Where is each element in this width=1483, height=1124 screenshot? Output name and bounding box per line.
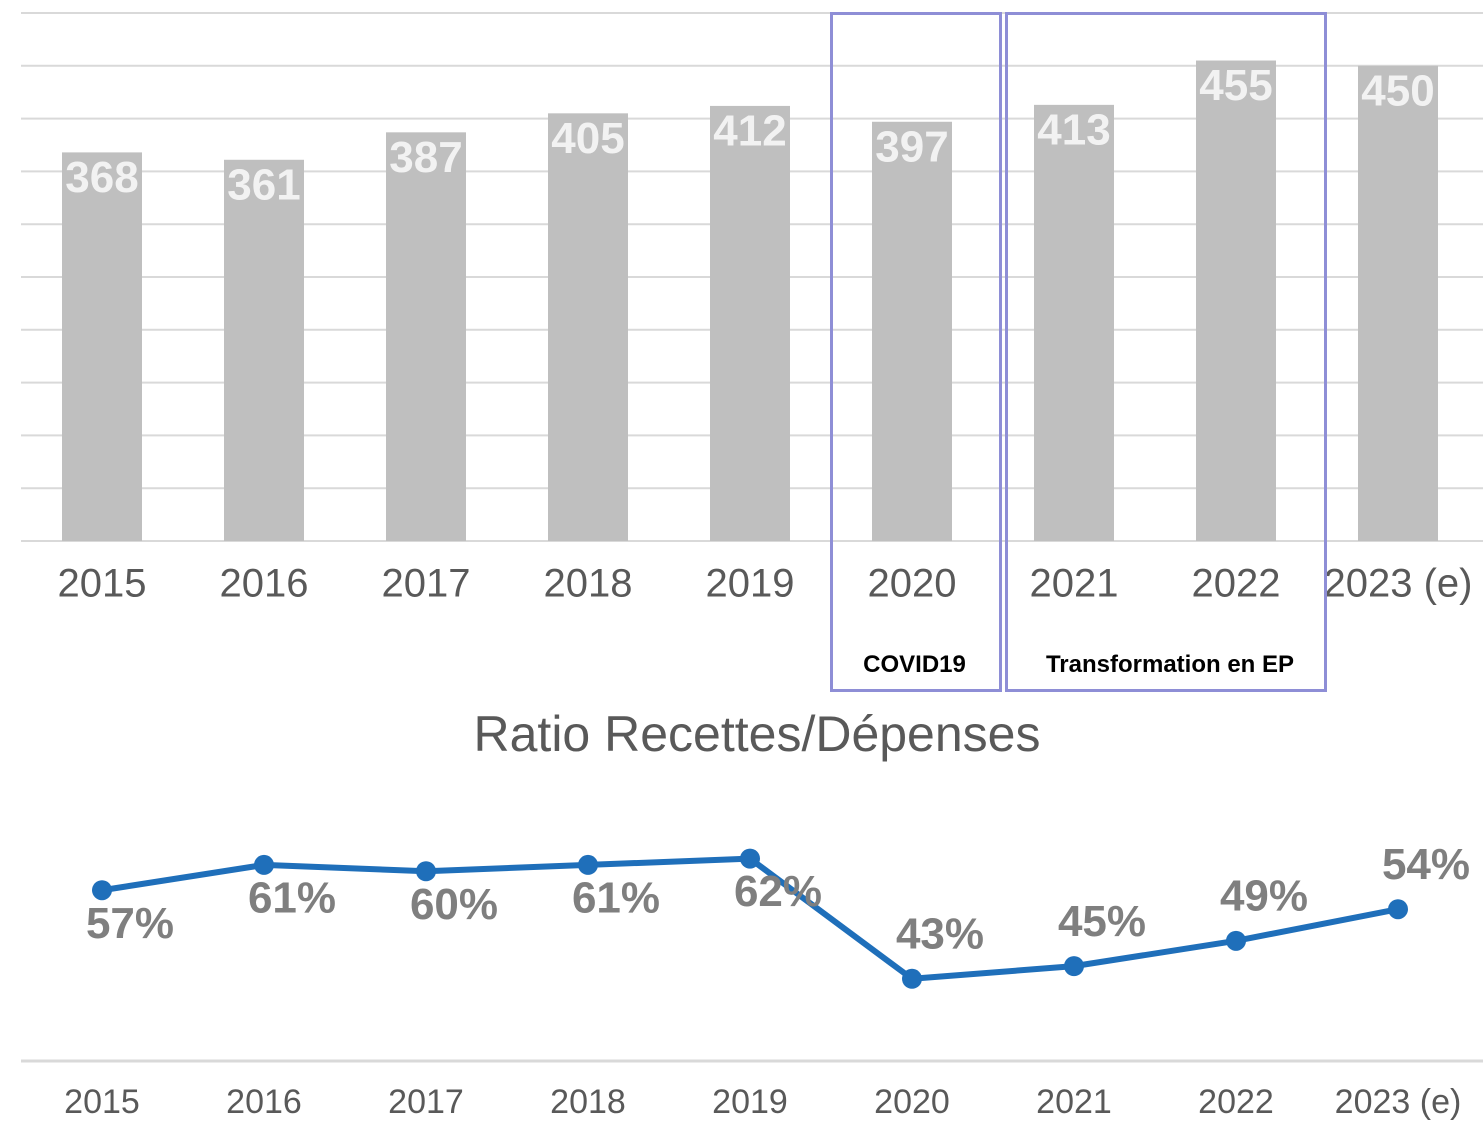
- x-tick-label: 2017: [382, 562, 471, 606]
- x-tick-label: 2018: [550, 1083, 626, 1121]
- x-tick-label: 2020: [874, 1083, 950, 1121]
- x-tick-label: 2018: [544, 562, 633, 606]
- bar: [386, 132, 466, 541]
- data-label: 61%: [248, 874, 336, 923]
- bar: [1034, 104, 1114, 541]
- data-label: 450: [1361, 66, 1434, 115]
- x-tick-label: 2019: [712, 1083, 788, 1121]
- marker: [416, 861, 436, 882]
- data-label: 49%: [1220, 871, 1308, 920]
- x-tick-label: 2015: [64, 1083, 140, 1121]
- data-label: 455: [1199, 61, 1272, 110]
- marker: [578, 854, 598, 875]
- bar: [224, 159, 304, 541]
- bar: [710, 105, 790, 541]
- x-tick-label: 2017: [388, 1083, 464, 1121]
- bar: [872, 121, 952, 541]
- data-label: 43%: [896, 909, 984, 958]
- marker: [92, 880, 112, 901]
- bar: [62, 152, 142, 541]
- annotation-box: [830, 12, 1002, 692]
- marker: [740, 848, 760, 869]
- annotation: Transformation en EP: [1045, 651, 1295, 678]
- annotation: COVID19: [863, 651, 966, 678]
- data-label: 45%: [1058, 897, 1146, 946]
- x-tick-label: 2015: [58, 562, 147, 606]
- data-label: 62%: [734, 867, 822, 916]
- bar: [548, 113, 628, 541]
- bar: [1196, 60, 1276, 542]
- chart-title: Ratio Recettes/Dépenses: [474, 706, 1041, 762]
- data-label: 387: [389, 133, 462, 182]
- marker: [1226, 930, 1246, 951]
- x-tick-label: 2022: [1198, 1083, 1274, 1121]
- data-label: 361: [227, 160, 300, 209]
- x-tick-label: 2023 (e): [1335, 1083, 1462, 1121]
- data-label: 57%: [86, 899, 174, 948]
- x-tick-label: 2020: [868, 562, 957, 606]
- data-label: 412: [713, 107, 786, 156]
- bar: [1358, 65, 1438, 542]
- data-label: 397: [875, 122, 948, 171]
- data-label: 368: [65, 153, 138, 202]
- x-tick-label: 2021: [1036, 1083, 1112, 1121]
- marker: [902, 968, 922, 989]
- x-tick-label: 2016: [220, 562, 309, 606]
- marker: [1388, 899, 1408, 920]
- x-tick-label: 2023 (e): [1324, 562, 1473, 606]
- marker: [1064, 956, 1084, 977]
- x-tick-label: 2022: [1192, 562, 1281, 606]
- x-tick-label: 2016: [226, 1083, 302, 1121]
- x-tick-label: 2019: [706, 562, 795, 606]
- data-label: 54%: [1382, 840, 1470, 889]
- data-label: 413: [1037, 105, 1110, 154]
- x-tick-label: 2021: [1030, 562, 1119, 606]
- data-label: 61%: [572, 874, 660, 923]
- marker: [254, 854, 274, 875]
- data-label: 405: [551, 114, 624, 163]
- annotation-box: [1005, 12, 1327, 692]
- data-label: 60%: [410, 880, 498, 929]
